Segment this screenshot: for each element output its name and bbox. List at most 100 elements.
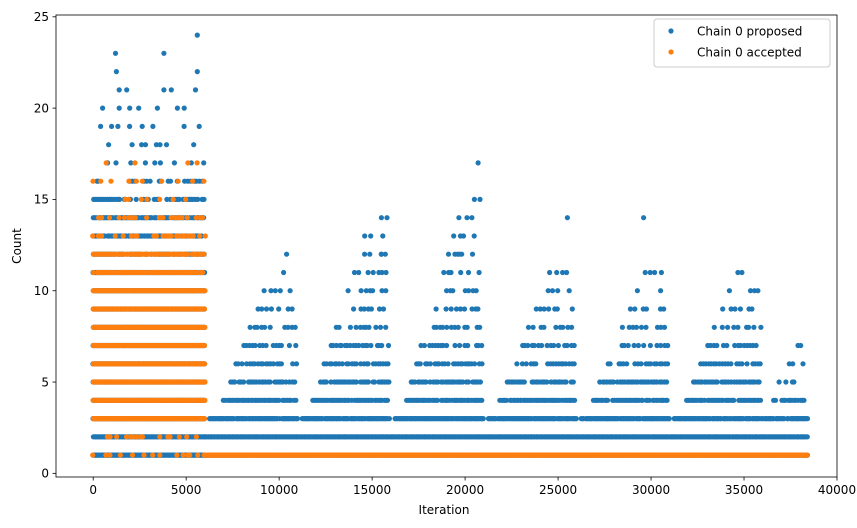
- proposed-point: [379, 342, 385, 349]
- accepted-point: [129, 452, 136, 458]
- proposed-point: [423, 379, 429, 385]
- proposed-point: [440, 324, 446, 330]
- accepted-point: [167, 434, 173, 440]
- proposed-point: [338, 342, 344, 349]
- proposed-point: [619, 324, 626, 330]
- proposed-point: [433, 306, 439, 312]
- proposed-point: [666, 416, 672, 422]
- proposed-point: [465, 379, 471, 385]
- proposed-point: [791, 379, 797, 385]
- proposed-point: [128, 160, 134, 166]
- proposed-point: [477, 324, 483, 330]
- proposed-point: [554, 269, 560, 276]
- proposed-point: [347, 324, 353, 330]
- proposed-point: [643, 324, 649, 330]
- proposed-point: [533, 306, 539, 312]
- proposed-point: [714, 379, 720, 385]
- proposed-point: [465, 342, 471, 349]
- proposed-point: [804, 434, 810, 440]
- proposed-point: [544, 342, 550, 349]
- accepted-point: [201, 306, 208, 312]
- proposed-point: [735, 324, 741, 330]
- proposed-point: [445, 361, 451, 367]
- proposed-point: [471, 233, 477, 239]
- proposed-point: [747, 288, 754, 294]
- proposed-point: [519, 361, 526, 367]
- proposed-point: [539, 342, 545, 349]
- proposed-point: [276, 397, 282, 403]
- proposed-point: [277, 288, 283, 294]
- proposed-point: [370, 288, 376, 294]
- proposed-point: [458, 269, 464, 276]
- proposed-point: [624, 361, 630, 367]
- proposed-point: [356, 342, 362, 349]
- proposed-point: [719, 324, 725, 330]
- proposed-point: [235, 361, 241, 367]
- proposed-point: [638, 324, 645, 330]
- proposed-point: [276, 306, 282, 312]
- proposed-point: [648, 361, 654, 367]
- proposed-point: [744, 361, 750, 367]
- proposed-point: [384, 397, 391, 403]
- proposed-point: [386, 416, 392, 422]
- proposed-point: [737, 306, 744, 312]
- proposed-point: [476, 269, 482, 276]
- proposed-peak-point: [161, 50, 167, 56]
- proposed-point: [533, 361, 539, 367]
- proposed-peak-point: [456, 251, 463, 257]
- proposed-point: [365, 379, 371, 385]
- proposed-point: [232, 379, 238, 385]
- proposed-point: [523, 361, 529, 367]
- proposed-point: [267, 379, 273, 385]
- proposed-point: [195, 196, 201, 202]
- proposed-point: [530, 324, 536, 330]
- accepted-point: [176, 434, 182, 440]
- proposed-point: [292, 324, 298, 330]
- proposed-point: [196, 123, 202, 129]
- proposed-point: [372, 379, 378, 385]
- accepted-point: [114, 434, 120, 440]
- proposed-point: [757, 361, 763, 367]
- proposed-point: [383, 324, 389, 330]
- proposed-point: [652, 269, 658, 276]
- proposed-point: [239, 361, 245, 367]
- proposed-point: [444, 342, 450, 349]
- proposed-point: [639, 397, 646, 403]
- proposed-point: [444, 288, 450, 294]
- proposed-point: [254, 324, 260, 330]
- proposed-point: [569, 306, 575, 312]
- proposed-point: [641, 342, 647, 349]
- proposed-point: [564, 342, 570, 349]
- accepted-point: [107, 434, 113, 440]
- proposed-peak-point: [475, 160, 481, 166]
- proposed-point: [469, 215, 475, 221]
- proposed-point: [368, 233, 374, 239]
- proposed-point: [551, 342, 557, 349]
- proposed-point: [339, 361, 345, 367]
- proposed-point: [385, 361, 391, 367]
- proposed-point: [241, 379, 247, 385]
- accepted-point: [180, 452, 186, 458]
- proposed-point: [361, 306, 367, 312]
- proposed-point: [525, 342, 531, 349]
- proposed-point: [383, 269, 389, 276]
- proposed-point: [632, 306, 638, 312]
- proposed-point: [479, 342, 485, 349]
- proposed-point: [460, 379, 466, 385]
- proposed-point: [100, 105, 106, 111]
- proposed-point: [564, 269, 570, 276]
- proposed-point: [270, 361, 276, 367]
- accepted-point: [107, 452, 113, 458]
- proposed-point: [751, 324, 757, 330]
- proposed-point: [285, 324, 291, 330]
- proposed-point: [642, 269, 648, 276]
- proposed-point: [621, 342, 627, 349]
- proposed-point: [647, 342, 654, 349]
- proposed-point: [457, 342, 463, 349]
- proposed-point: [366, 324, 372, 330]
- proposed-point: [732, 306, 738, 312]
- proposed-peak-point: [564, 215, 571, 221]
- proposed-point: [367, 251, 373, 257]
- proposed-point: [739, 269, 745, 276]
